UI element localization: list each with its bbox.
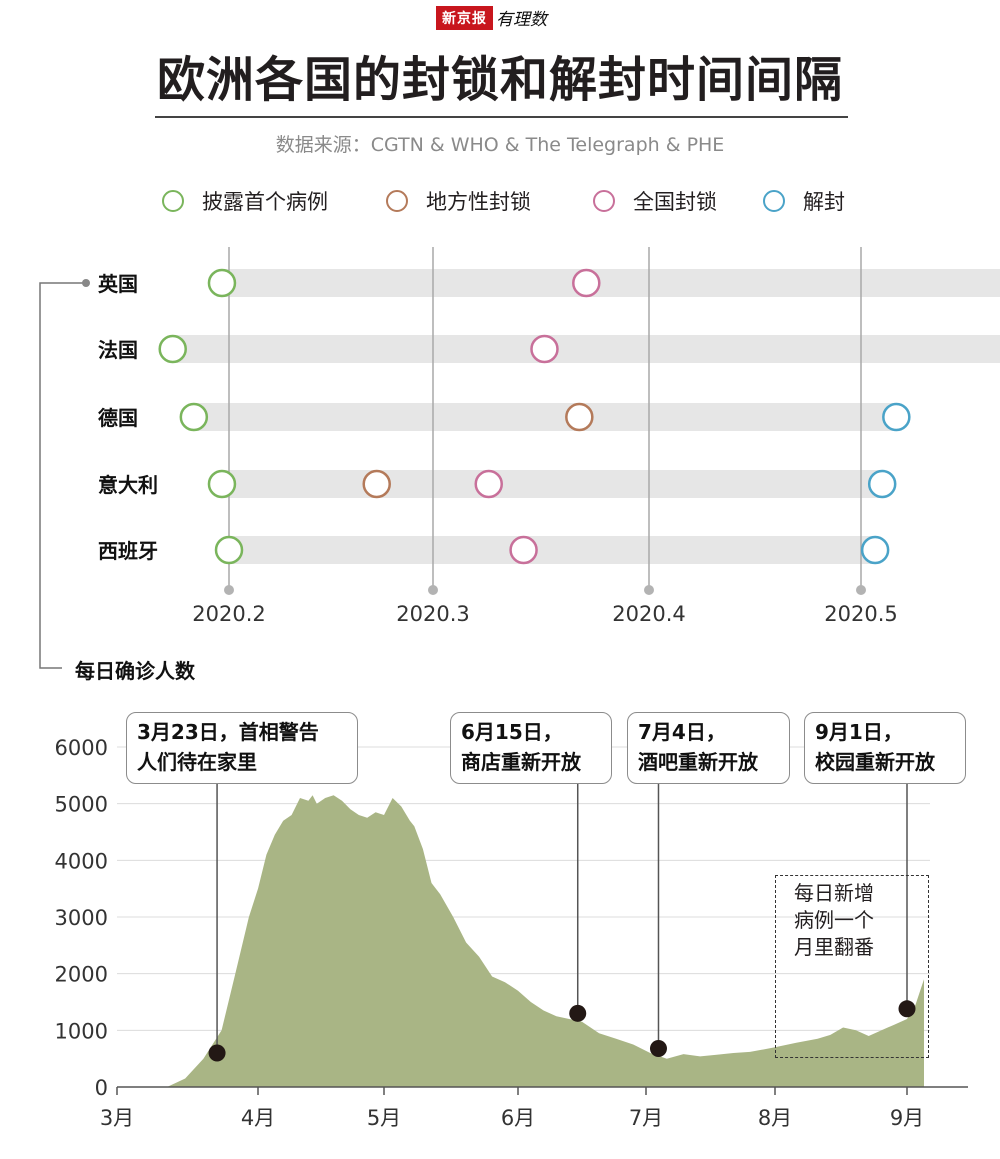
data-source: 数据来源：CGTN & WHO & The Telegraph & PHE xyxy=(275,134,725,156)
y-tick-label: 3000 xyxy=(55,906,108,930)
cases-area xyxy=(167,795,924,1087)
annotation-text: 7月4日， xyxy=(638,720,726,744)
annotation-text: 人们待在家里 xyxy=(137,750,257,774)
country-label: 意大利 xyxy=(98,473,158,497)
event-marker-local-lockdown xyxy=(565,402,594,432)
country-label: 西班牙 xyxy=(98,539,158,563)
x-tick-label: 7月 xyxy=(629,1106,663,1130)
annotation-box: 7月4日， 酒吧重新开放 xyxy=(627,712,790,784)
event-marker-first-case xyxy=(179,402,209,432)
brand-logo: 新京报 有理数 xyxy=(436,5,547,30)
event-marker-first-case xyxy=(207,268,237,298)
x-tick-label: 9月 xyxy=(890,1106,924,1130)
x-tick-label: 3月 xyxy=(100,1106,134,1130)
timeline-tick-dot xyxy=(644,585,654,595)
timeline-tick-dot xyxy=(224,585,234,595)
annotation-text: 校园重新开放 xyxy=(815,750,935,774)
annotation-text: 3月23日，首相警告 xyxy=(137,720,319,744)
timeline-tick-dot xyxy=(856,585,866,595)
annotation-text: 商店重新开放 xyxy=(461,750,581,774)
legend-marker-local-lockdown xyxy=(386,190,408,212)
annotation-point xyxy=(208,1044,226,1062)
doubling-note: 每日新增 病例一个 月里翻番 xyxy=(794,881,874,959)
bracket-dot xyxy=(82,279,90,287)
y-tick-label: 6000 xyxy=(55,736,108,760)
legend-label-national-lockdown: 全国封锁 xyxy=(633,190,717,214)
timeline-tick-label: 2020.4 xyxy=(612,602,685,626)
event-marker-national-lockdown xyxy=(530,334,559,364)
legend-marker-first-case xyxy=(162,190,184,212)
annotation-point xyxy=(649,1039,667,1057)
bracket-connector xyxy=(39,282,86,669)
timeline-tick-dot xyxy=(428,585,438,595)
event-marker-national-lockdown xyxy=(572,268,601,298)
legend-marker-unlock xyxy=(763,190,785,212)
timeline-tick-label: 2020.2 xyxy=(192,602,265,626)
annotation-point xyxy=(569,1004,587,1022)
annotation-text: 6月15日， xyxy=(461,720,563,744)
event-marker-first-case xyxy=(214,535,244,565)
legend-label-local-lockdown: 地方性封锁 xyxy=(426,190,531,214)
y-tick-label: 4000 xyxy=(55,849,108,873)
event-marker-local-lockdown xyxy=(362,469,391,499)
event-marker-unlock xyxy=(882,402,911,432)
timeline-tick-label: 2020.3 xyxy=(396,602,469,626)
brand-script: 有理数 xyxy=(496,10,547,30)
event-marker-first-case xyxy=(207,469,237,499)
country-label: 英国 xyxy=(98,272,138,296)
event-marker-national-lockdown xyxy=(509,535,538,565)
event-marker-unlock xyxy=(860,535,890,565)
annotation-text: 酒吧重新开放 xyxy=(638,750,758,774)
legend-item-unlock: 解封 xyxy=(763,186,845,216)
country-label: 德国 xyxy=(98,406,138,430)
timeline-bar xyxy=(221,269,1000,297)
legend-item-local-lockdown: 地方性封锁 xyxy=(386,186,531,216)
legend-label-unlock: 解封 xyxy=(803,190,845,214)
country-label: 法国 xyxy=(98,338,138,362)
legend-label-first-case: 披露首个病例 xyxy=(202,190,328,214)
x-tick-label: 8月 xyxy=(758,1106,792,1130)
annotation-box: 9月1日， 校园重新开放 xyxy=(804,712,966,784)
event-marker-national-lockdown xyxy=(474,469,503,499)
annotation-box: 6月15日， 商店重新开放 xyxy=(450,712,612,784)
y-tick-label: 5000 xyxy=(55,793,108,817)
legend-item-first-case: 披露首个病例 xyxy=(162,186,328,216)
x-tick-label: 5月 xyxy=(367,1106,401,1130)
cases-chart-title: 每日确诊人数 xyxy=(75,659,195,683)
legend-marker-national-lockdown xyxy=(593,190,615,212)
annotation-point xyxy=(898,1000,916,1018)
page-title: 欧洲各国的封锁和解封时间间隔 xyxy=(156,52,843,108)
legend-item-national-lockdown: 全国封锁 xyxy=(593,186,717,216)
title-divider xyxy=(155,116,848,118)
x-tick-label: 6月 xyxy=(501,1106,535,1130)
y-tick-label: 0 xyxy=(95,1076,108,1100)
event-marker-first-case xyxy=(158,334,187,364)
timeline-tick-label: 2020.5 xyxy=(824,602,897,626)
timeline-bar xyxy=(172,335,1000,363)
doubling-highlight-box xyxy=(775,875,929,1058)
y-tick-label: 1000 xyxy=(55,1019,108,1043)
y-tick-label: 2000 xyxy=(55,963,108,987)
annotation-box: 3月23日，首相警告 人们待在家里 xyxy=(126,712,358,784)
annotation-text: 9月1日， xyxy=(815,720,903,744)
timeline-bar xyxy=(193,403,897,431)
timeline-bar xyxy=(229,536,876,564)
timeline-bar xyxy=(221,470,883,498)
brand-name: 新京报 xyxy=(436,5,493,30)
x-tick-label: 4月 xyxy=(241,1106,275,1130)
event-marker-unlock xyxy=(867,469,897,499)
